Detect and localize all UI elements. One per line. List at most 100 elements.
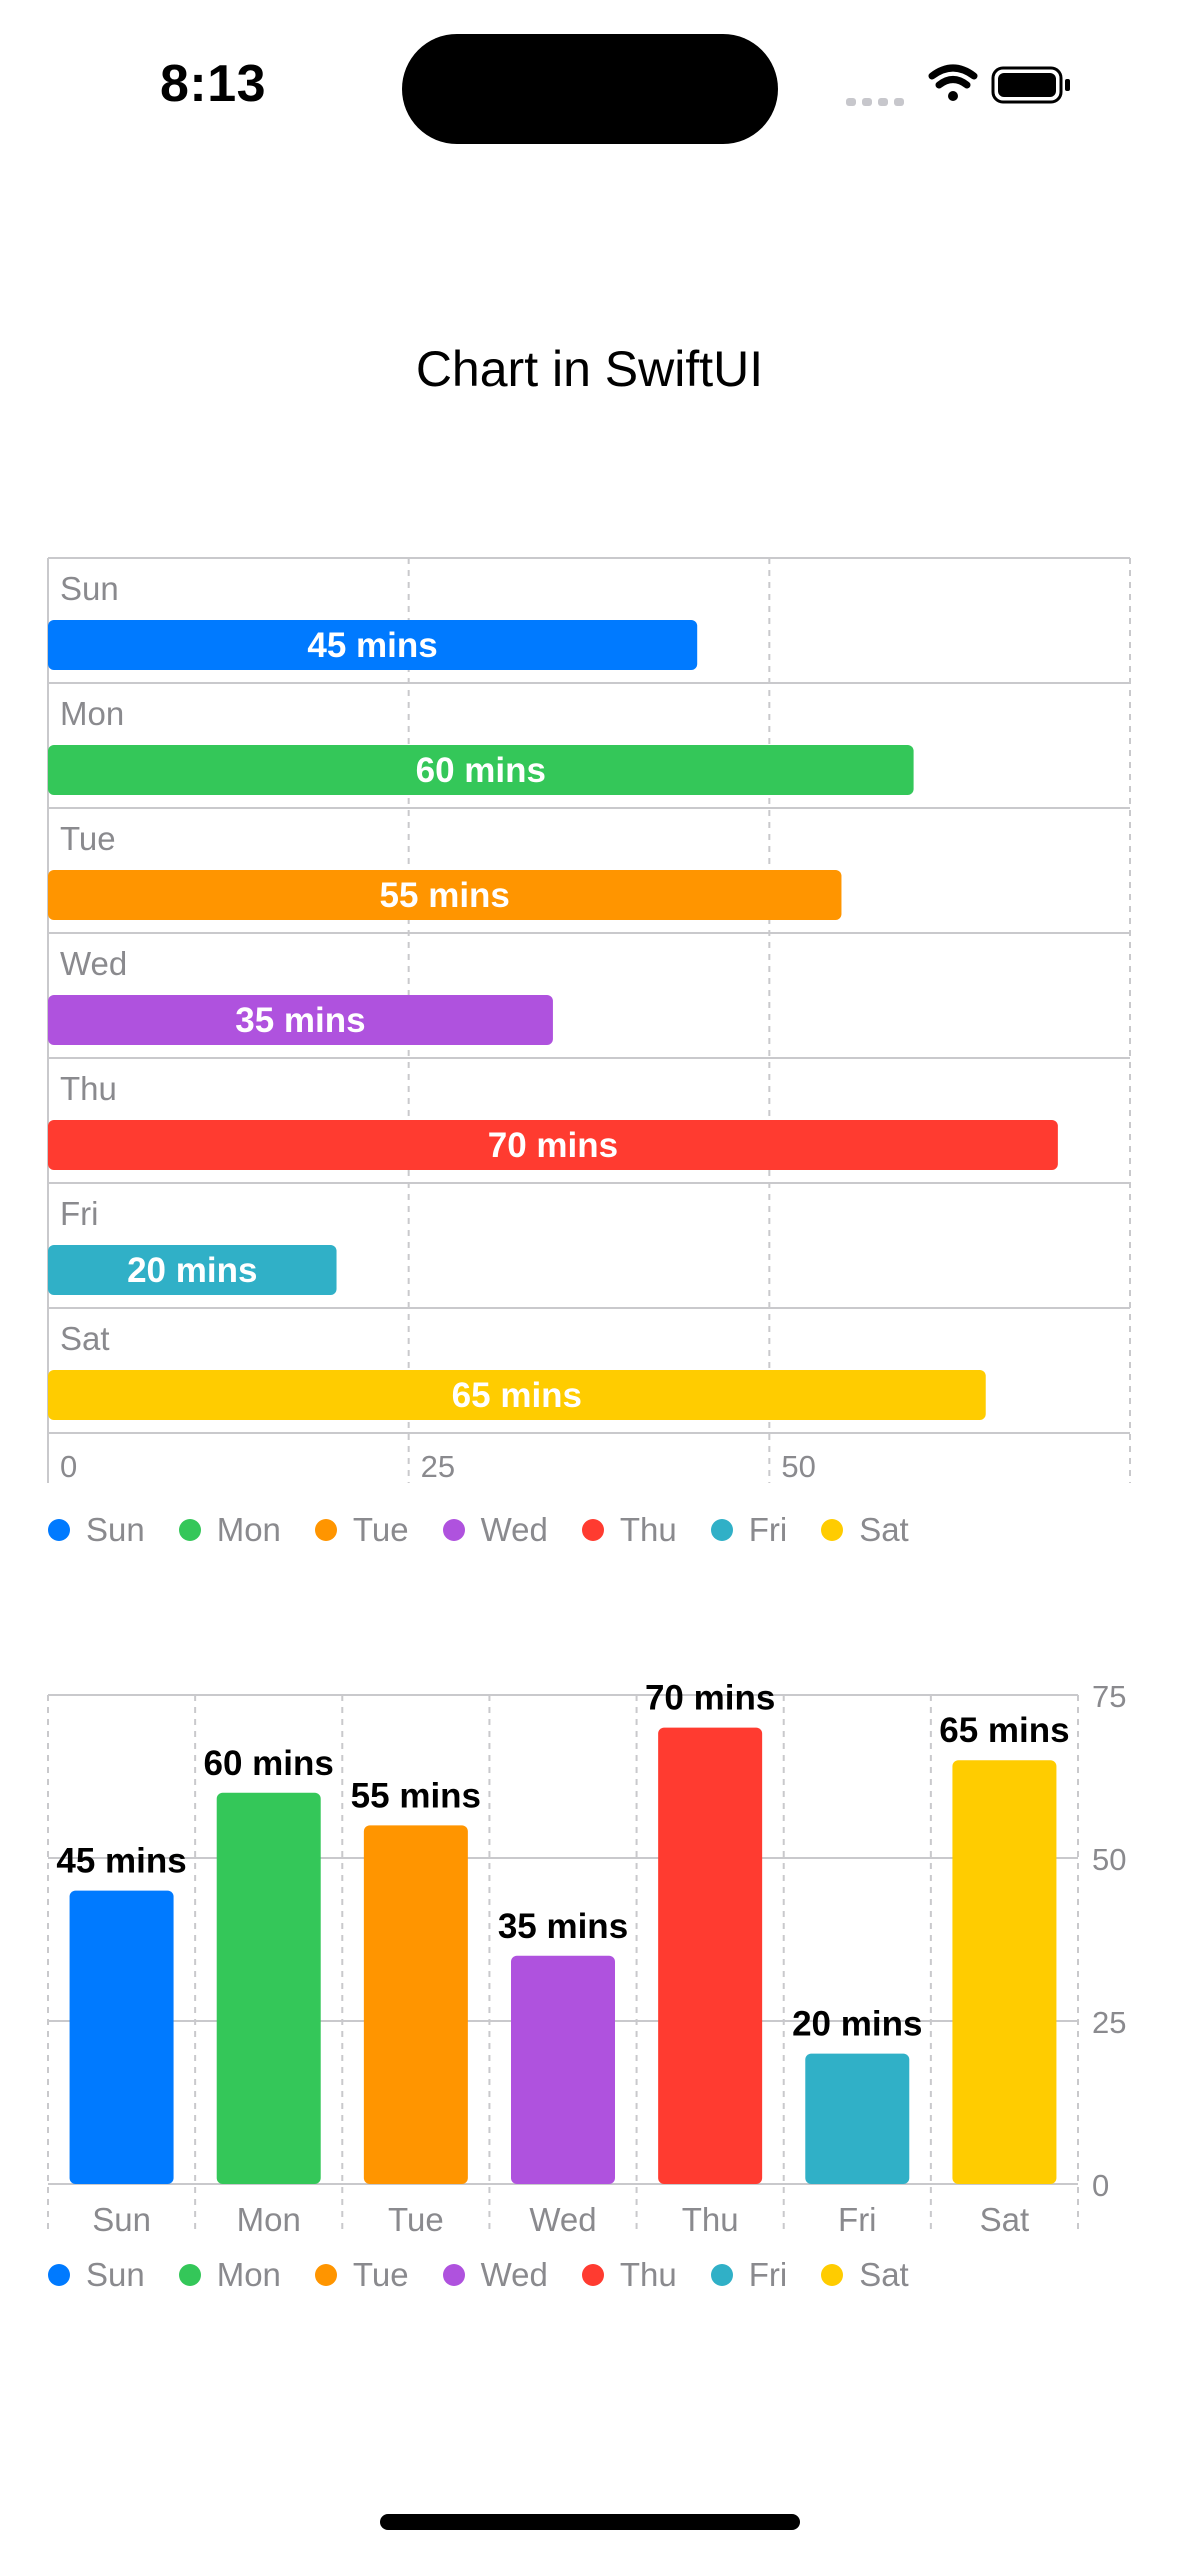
y-tick-label: 0	[1092, 2168, 1109, 2203]
legend-label: Wed	[480, 1511, 548, 1548]
data-label: 60 mins	[204, 1744, 334, 1783]
x-tick-label: Fri	[838, 2201, 876, 2238]
category-label: Sun	[60, 570, 119, 607]
chart-legend-vertical: Sun Mon Tue Wed Thu Fri Sat	[48, 2255, 943, 2295]
battery-icon	[991, 66, 1070, 104]
x-tick-label: 50	[781, 1449, 815, 1484]
legend-item-fri: Fri	[710, 2256, 788, 2294]
legend-item-thu: Thu	[581, 2256, 677, 2294]
data-label: 60 mins	[416, 751, 546, 790]
bar-fri	[805, 2053, 910, 2184]
bar-wed	[48, 995, 553, 1045]
data-label: 55 mins	[380, 876, 510, 915]
data-label: 65 mins	[939, 1711, 1069, 1750]
y-tick-label: 50	[1092, 1842, 1126, 1877]
legend-label: Tue	[352, 2256, 409, 2293]
bar-mon	[216, 1792, 321, 2184]
data-label: 35 mins	[235, 1001, 365, 1040]
bar-tue	[363, 1825, 468, 2184]
legend-swatch	[821, 1519, 844, 1541]
legend-label: Fri	[748, 2256, 788, 2293]
bar-fri	[48, 1245, 337, 1295]
legend-swatch	[178, 1519, 201, 1541]
status-icons	[846, 64, 1070, 106]
legend-label: Sat	[859, 2256, 909, 2293]
legend-swatch	[48, 2264, 70, 2286]
bar-thu	[658, 1727, 763, 2184]
data-label: 20 mins	[127, 1251, 257, 1290]
legend-label: Thu	[619, 1511, 677, 1548]
legend-item-mon: Mon	[178, 2256, 281, 2294]
legend-swatch	[442, 1519, 465, 1541]
legend-item-sat: Sat	[821, 1511, 909, 1549]
legend-item-wed: Wed	[442, 1511, 548, 1549]
data-label: 65 mins	[452, 1376, 582, 1415]
bar-tue	[48, 870, 842, 920]
bar-sat	[48, 1370, 986, 1420]
bar-sun	[69, 1890, 174, 2184]
x-tick-label: Mon	[237, 2201, 301, 2238]
y-tick-label: 25	[1092, 2005, 1126, 2040]
x-tick-label: Wed	[529, 2201, 596, 2238]
status-bar: 8:13	[0, 0, 1179, 170]
legend-swatch	[178, 2264, 201, 2286]
bar-thu	[48, 1120, 1058, 1170]
legend-label: Tue	[352, 1511, 409, 1548]
legend-item-sun: Sun	[48, 1511, 145, 1549]
bar-sat	[952, 1760, 1057, 2184]
legend-item-sun: Sun	[48, 2256, 145, 2294]
data-label: 55 mins	[351, 1776, 481, 1815]
category-label: Tue	[60, 820, 116, 857]
x-tick-label: Sat	[980, 2201, 1030, 2238]
x-tick-label: Thu	[682, 2201, 739, 2238]
legend-item-thu: Thu	[581, 1511, 677, 1549]
bar-wed	[511, 1955, 615, 2184]
cellular-signal-icon	[846, 98, 904, 106]
chart-legend-horizontal: Sun Mon Tue Wed Thu Fri Sat	[48, 1510, 943, 1550]
bar-sun	[48, 620, 698, 670]
x-tick-label: Sun	[92, 2201, 151, 2238]
legend-swatch	[821, 2264, 844, 2286]
legend-label: Wed	[480, 2256, 548, 2293]
x-tick-label: 25	[421, 1449, 455, 1484]
legend-item-wed: Wed	[442, 2256, 548, 2294]
data-label: 35 mins	[498, 1907, 628, 1946]
legend-item-tue: Tue	[314, 2256, 409, 2294]
category-label: Thu	[60, 1070, 117, 1107]
legend-label: Sat	[859, 1511, 909, 1548]
legend-label: Sun	[86, 1511, 145, 1548]
bar-mon	[48, 745, 914, 795]
data-label: 20 mins	[792, 2005, 922, 2044]
dynamic-island	[402, 34, 778, 144]
data-label: 45 mins	[307, 626, 437, 665]
page-title: Chart in SwiftUI	[415, 341, 764, 397]
legend-item-tue: Tue	[314, 1511, 409, 1549]
legend-item-mon: Mon	[178, 1511, 281, 1549]
legend-swatch	[314, 1519, 337, 1541]
legend-swatch	[710, 1519, 733, 1541]
legend-label: Mon	[216, 2256, 281, 2293]
vertical-bar-chart: 0 25 50 75 45 mins Sun 60 mins Mon 55 mins Tue 35 …	[47, 1679, 1126, 2238]
horizontal-bar-chart: Sun 45 mins Mon 60 mins Tue 55 mins Wed 35 mins…	[47, 557, 1131, 1484]
data-label: 70 mins	[488, 1126, 618, 1165]
data-label: 45 mins	[56, 1842, 186, 1881]
category-label: Mon	[60, 695, 124, 732]
x-tick-label: 0	[60, 1449, 77, 1484]
legend-swatch	[581, 1519, 604, 1541]
legend-swatch	[48, 1519, 70, 1541]
category-label: Fri	[60, 1195, 98, 1232]
status-time: 8:13	[160, 55, 267, 113]
legend-label: Mon	[216, 1511, 281, 1548]
legend-swatch	[442, 2264, 465, 2286]
category-label: Sat	[60, 1320, 110, 1357]
legend-swatch	[710, 2264, 733, 2286]
x-tick-label: Tue	[388, 2201, 444, 2238]
legend-item-fri: Fri	[710, 1511, 787, 1549]
wifi-icon	[928, 64, 978, 101]
category-label: Wed	[60, 945, 127, 982]
legend-label: Sun	[86, 2256, 145, 2293]
y-tick-label: 75	[1092, 1679, 1126, 1714]
data-label: 70 mins	[645, 1679, 775, 1718]
legend-label: Thu	[619, 2256, 677, 2293]
legend-swatch	[581, 2264, 604, 2286]
